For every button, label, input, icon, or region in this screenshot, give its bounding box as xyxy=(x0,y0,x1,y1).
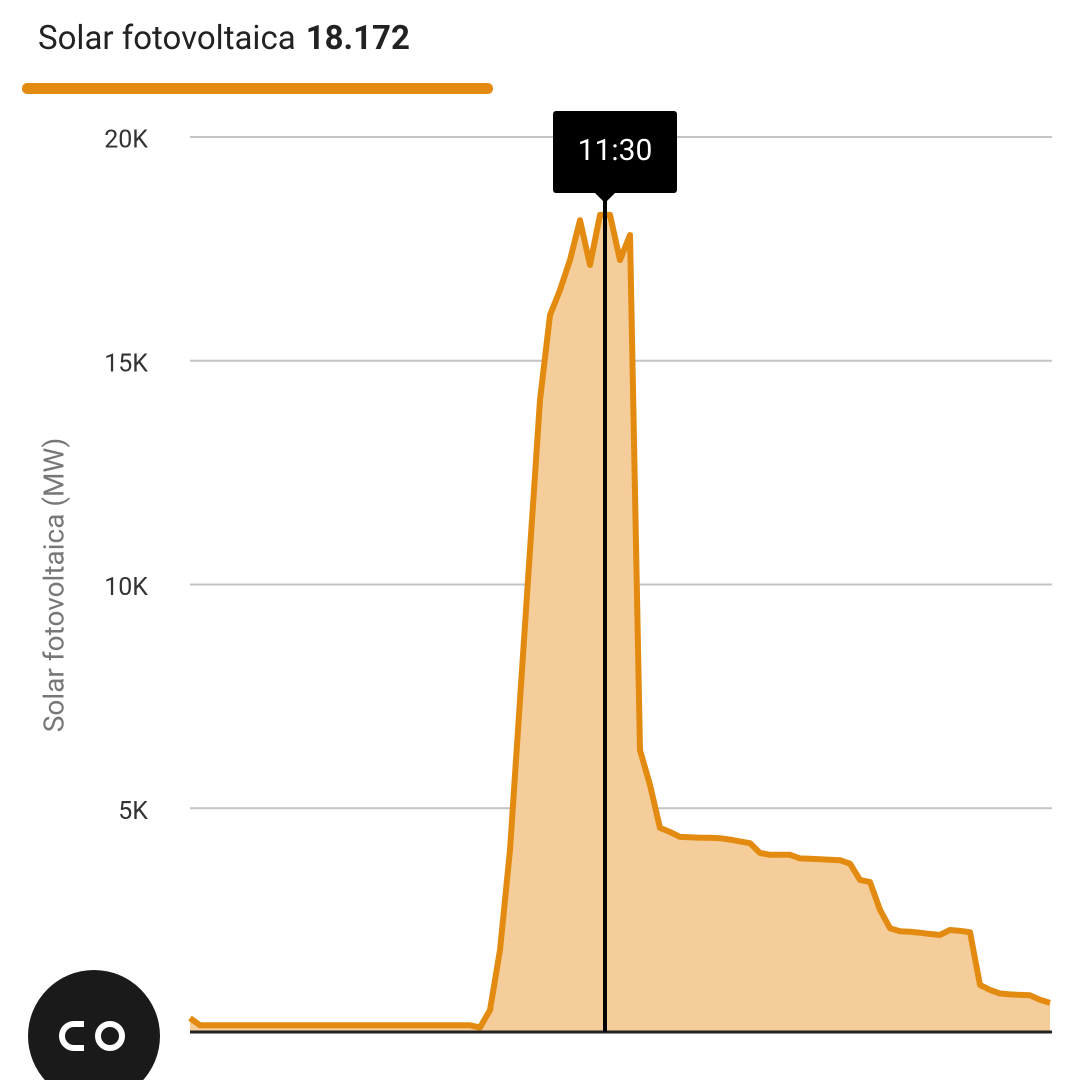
y-tick-label: 15K xyxy=(104,349,148,378)
y-axis-label: Solar fotovoltaica (MW) xyxy=(37,438,70,732)
plot: 5K 10K 15K 20K xyxy=(104,126,1052,1034)
fab-icon xyxy=(59,1021,84,1051)
fab-circle xyxy=(28,970,160,1084)
area-fill xyxy=(190,214,1050,1032)
y-tick-label: 5K xyxy=(118,797,148,826)
series-name: Solar fotovoltaica xyxy=(38,19,296,58)
tooltip-box xyxy=(553,111,677,193)
fab-button[interactable] xyxy=(28,970,160,1084)
series-header[interactable]: Solar fotovoltaica 18.172 xyxy=(38,19,410,58)
tab-indicator xyxy=(22,83,493,94)
series-value: 18.172 xyxy=(306,19,410,58)
y-tick-label: 10K xyxy=(104,573,148,602)
line xyxy=(188,211,1051,1031)
tooltip-label: 11:30 xyxy=(578,133,653,168)
tooltip-pointer xyxy=(595,193,615,203)
fab-icon xyxy=(95,1021,125,1051)
y-tick-label: 20K xyxy=(104,126,148,155)
